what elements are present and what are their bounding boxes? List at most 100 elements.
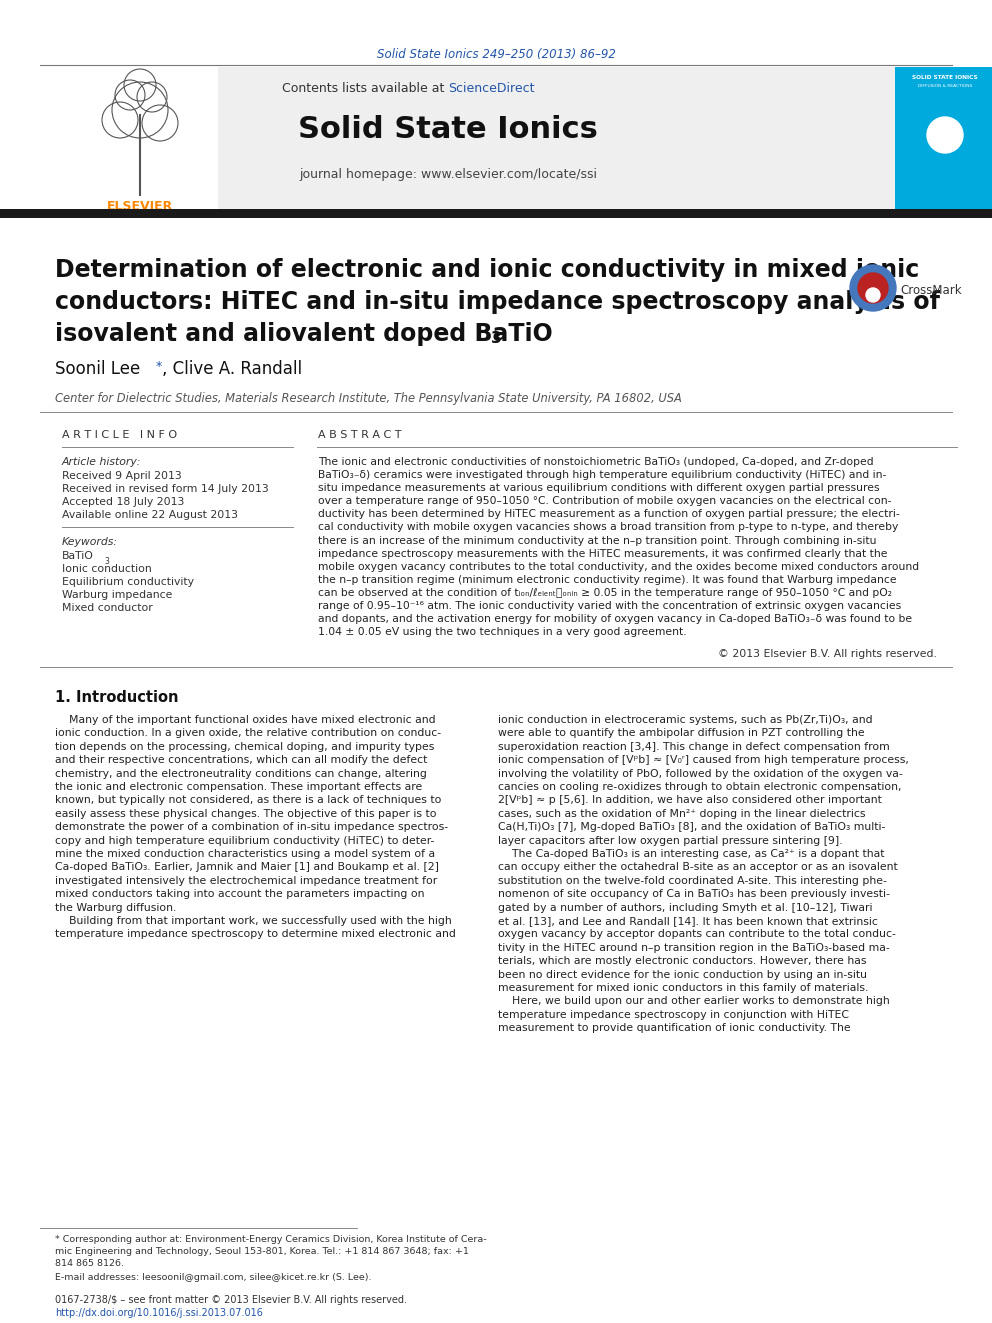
Text: Received in revised form 14 July 2013: Received in revised form 14 July 2013 <box>62 484 269 493</box>
Text: can be observed at the condition of tᵢₒₙ/ℓₑₗₑₙₜ⬳ₒₙᵢₙ ≥ 0.05 in the temperature r: can be observed at the condition of tᵢₒₙ… <box>318 587 892 598</box>
Text: Article history:: Article history: <box>62 456 142 467</box>
Text: demonstrate the power of a combination of in-situ impedance spectros-: demonstrate the power of a combination o… <box>55 822 448 832</box>
Text: oxygen vacancy by acceptor dopants can contribute to the total conduc-: oxygen vacancy by acceptor dopants can c… <box>498 929 896 939</box>
Text: Ca-doped BaTiO₃. Earlier, Jamnik and Maier [1] and Boukamp et al. [2]: Ca-doped BaTiO₃. Earlier, Jamnik and Mai… <box>55 863 439 872</box>
Text: known, but typically not considered, as there is a lack of techniques to: known, but typically not considered, as … <box>55 795 441 806</box>
Text: chemistry, and the electroneutrality conditions can change, altering: chemistry, and the electroneutrality con… <box>55 769 427 779</box>
Text: there is an increase of the minimum conductivity at the n–p transition point. Th: there is an increase of the minimum cond… <box>318 536 877 545</box>
Text: the n–p transition regime (minimum electronic conductivity regime). It was found: the n–p transition regime (minimum elect… <box>318 576 897 585</box>
Text: A B S T R A C T: A B S T R A C T <box>318 430 402 441</box>
FancyBboxPatch shape <box>895 67 992 210</box>
Text: mobile oxygen vacancy contributes to the total conductivity, and the oxides beco: mobile oxygen vacancy contributes to the… <box>318 562 920 572</box>
Text: measurement to provide quantification of ionic conductivity. The: measurement to provide quantification of… <box>498 1023 850 1033</box>
Text: mic Engineering and Technology, Seoul 153-801, Korea. Tel.: +1 814 867 3648; fax: mic Engineering and Technology, Seoul 15… <box>55 1248 469 1256</box>
Text: journal homepage: www.elsevier.com/locate/ssi: journal homepage: www.elsevier.com/locat… <box>299 168 597 181</box>
Text: Mixed conductor: Mixed conductor <box>62 603 153 613</box>
Text: over a temperature range of 950–1050 °C. Contribution of mobile oxygen vacancies: over a temperature range of 950–1050 °C.… <box>318 496 892 507</box>
Circle shape <box>927 116 963 153</box>
Text: gated by a number of authors, including Smyth et al. [10–12], Tiwari: gated by a number of authors, including … <box>498 902 873 913</box>
Text: the ionic and electronic compensation. These important effects are: the ionic and electronic compensation. T… <box>55 782 423 792</box>
Text: The ionic and electronic conductivities of nonstoichiometric BaTiO₃ (undoped, Ca: The ionic and electronic conductivities … <box>318 456 874 467</box>
Text: et al. [13], and Lee and Randall [14]. It has been known that extrinsic: et al. [13], and Lee and Randall [14]. I… <box>498 916 878 926</box>
FancyBboxPatch shape <box>0 209 992 218</box>
Text: ELSEVIER: ELSEVIER <box>107 200 174 213</box>
Text: superoxidation reaction [3,4]. This change in defect compensation from: superoxidation reaction [3,4]. This chan… <box>498 742 890 751</box>
Text: Keywords:: Keywords: <box>62 537 118 546</box>
Text: Determination of electronic and ionic conductivity in mixed ionic: Determination of electronic and ionic co… <box>55 258 920 282</box>
Text: the Warburg diffusion.: the Warburg diffusion. <box>55 902 177 913</box>
Text: 1. Introduction: 1. Introduction <box>55 691 179 705</box>
Text: http://dx.doi.org/10.1016/j.ssi.2013.07.016: http://dx.doi.org/10.1016/j.ssi.2013.07.… <box>55 1308 263 1318</box>
Text: Center for Dielectric Studies, Materials Research Institute, The Pennsylvania St: Center for Dielectric Studies, Materials… <box>55 392 682 405</box>
Text: *: * <box>152 360 163 373</box>
Text: BaTiO: BaTiO <box>62 550 94 561</box>
Text: 1.04 ± 0.05 eV using the two techniques in a very good agreement.: 1.04 ± 0.05 eV using the two techniques … <box>318 627 686 638</box>
Text: layer capacitors after low oxygen partial pressure sintering [9].: layer capacitors after low oxygen partia… <box>498 836 842 845</box>
Text: Contents lists available at: Contents lists available at <box>282 82 448 95</box>
Text: 2[Vᵖb] ≈ p [5,6]. In addition, we have also considered other important: 2[Vᵖb] ≈ p [5,6]. In addition, we have a… <box>498 795 882 806</box>
Text: Ionic conduction: Ionic conduction <box>62 564 152 574</box>
Text: Here, we build upon our and other earlier works to demonstrate high: Here, we build upon our and other earlie… <box>498 996 890 1007</box>
Text: can occupy either the octahedral B-site as an acceptor or as an isovalent: can occupy either the octahedral B-site … <box>498 863 898 872</box>
Text: tion depends on the processing, chemical doping, and impurity types: tion depends on the processing, chemical… <box>55 742 434 751</box>
Text: E-mail addresses: leesoonil@gmail.com, silee@kicet.re.kr (S. Lee).: E-mail addresses: leesoonil@gmail.com, s… <box>55 1273 371 1282</box>
Text: Warburg impedance: Warburg impedance <box>62 590 173 601</box>
Text: A R T I C L E   I N F O: A R T I C L E I N F O <box>62 430 178 441</box>
Text: cancies on cooling re-oxidizes through to obtain electronic compensation,: cancies on cooling re-oxidizes through t… <box>498 782 902 792</box>
Text: Received 9 April 2013: Received 9 April 2013 <box>62 471 182 482</box>
Text: Available online 22 August 2013: Available online 22 August 2013 <box>62 509 238 520</box>
Text: range of 0.95–10⁻¹⁶ atm. The ionic conductivity varied with the concentration of: range of 0.95–10⁻¹⁶ atm. The ionic condu… <box>318 601 902 611</box>
Text: were able to quantify the ambipolar diffusion in PZT controlling the: were able to quantify the ambipolar diff… <box>498 729 865 738</box>
Text: Building from that important work, we successfully used with the high: Building from that important work, we su… <box>55 916 451 926</box>
Text: and their respective concentrations, which can all modify the defect: and their respective concentrations, whi… <box>55 755 428 765</box>
Text: isovalent and aliovalent doped BaTiO: isovalent and aliovalent doped BaTiO <box>55 321 553 347</box>
Text: The Ca-doped BaTiO₃ is an interesting case, as Ca²⁺ is a dopant that: The Ca-doped BaTiO₃ is an interesting ca… <box>498 849 885 859</box>
Text: terials, which are mostly electronic conductors. However, there has: terials, which are mostly electronic con… <box>498 957 866 966</box>
Text: © 2013 Elsevier B.V. All rights reserved.: © 2013 Elsevier B.V. All rights reserved… <box>718 650 937 659</box>
Text: temperature impedance spectroscopy to determine mixed electronic and: temperature impedance spectroscopy to de… <box>55 929 456 939</box>
Text: tivity in the HiTEC around n–p transition region in the BaTiO₃-based ma-: tivity in the HiTEC around n–p transitio… <box>498 943 890 953</box>
Circle shape <box>866 288 880 302</box>
Text: situ impedance measurements at various equilibrium conditions with different oxy: situ impedance measurements at various e… <box>318 483 880 493</box>
Text: investigated intensively the electrochemical impedance treatment for: investigated intensively the electrochem… <box>55 876 437 886</box>
Text: copy and high temperature equilibrium conductivity (HiTEC) to deter-: copy and high temperature equilibrium co… <box>55 836 434 845</box>
Text: Accepted 18 July 2013: Accepted 18 July 2013 <box>62 497 185 507</box>
Text: Solid State Ionics 249–250 (2013) 86–92: Solid State Ionics 249–250 (2013) 86–92 <box>377 48 615 61</box>
Text: substitution on the twelve-fold coordinated A-site. This interesting phe-: substitution on the twelve-fold coordina… <box>498 876 887 886</box>
Text: nomenon of site occupancy of Ca in BaTiO₃ has been previously investi-: nomenon of site occupancy of Ca in BaTiO… <box>498 889 890 900</box>
Text: Many of the important functional oxides have mixed electronic and: Many of the important functional oxides … <box>55 714 435 725</box>
Text: ductivity has been determined by HiTEC measurement as a function of oxygen parti: ductivity has been determined by HiTEC m… <box>318 509 900 520</box>
Text: , Clive A. Randall: , Clive A. Randall <box>162 360 303 378</box>
Text: involving the volatility of PbO, followed by the oxidation of the oxygen va-: involving the volatility of PbO, followe… <box>498 769 903 779</box>
Text: mixed conductors taking into account the parameters impacting on: mixed conductors taking into account the… <box>55 889 425 900</box>
Text: * Corresponding author at: Environment-Energy Ceramics Division, Korea Institute: * Corresponding author at: Environment-E… <box>55 1234 487 1244</box>
Text: Ca(H,Ti)O₃ [7], Mg-doped BaTiO₃ [8], and the oxidation of BaTiO₃ multi-: Ca(H,Ti)O₃ [7], Mg-doped BaTiO₃ [8], and… <box>498 822 886 832</box>
Text: temperature impedance spectroscopy in conjunction with HiTEC: temperature impedance spectroscopy in co… <box>498 1009 849 1020</box>
Text: 3: 3 <box>104 557 109 566</box>
Text: and dopants, and the activation energy for mobility of oxygen vacancy in Ca-dope: and dopants, and the activation energy f… <box>318 614 912 624</box>
Text: cal conductivity with mobile oxygen vacancies shows a broad transition from p-ty: cal conductivity with mobile oxygen vaca… <box>318 523 899 532</box>
Text: 3: 3 <box>491 331 502 347</box>
Text: ionic compensation of [Vᵖb] ≈ [V₀ʳ] caused from high temperature process,: ionic compensation of [Vᵖb] ≈ [V₀ʳ] caus… <box>498 755 909 765</box>
Text: measurement for mixed ionic conductors in this family of materials.: measurement for mixed ionic conductors i… <box>498 983 868 994</box>
Text: 0167-2738/$ – see front matter © 2013 Elsevier B.V. All rights reserved.: 0167-2738/$ – see front matter © 2013 El… <box>55 1295 407 1304</box>
Text: impedance spectroscopy measurements with the HiTEC measurements, it was confirme: impedance spectroscopy measurements with… <box>318 549 888 558</box>
FancyBboxPatch shape <box>63 67 218 210</box>
Text: CrossMark: CrossMark <box>900 283 961 296</box>
Text: ionic conduction. In a given oxide, the relative contribution on conduc-: ionic conduction. In a given oxide, the … <box>55 729 441 738</box>
Text: Soonil Lee: Soonil Lee <box>55 360 140 378</box>
Text: Equilibrium conductivity: Equilibrium conductivity <box>62 577 194 587</box>
Text: BaTiO₃₋δ) ceramics were investigated through high temperature equilibrium conduc: BaTiO₃₋δ) ceramics were investigated thr… <box>318 470 887 480</box>
Text: Solid State Ionics: Solid State Ionics <box>298 115 598 144</box>
Circle shape <box>850 265 896 311</box>
FancyBboxPatch shape <box>63 67 895 210</box>
Text: ionic conduction in electroceramic systems, such as Pb(Zr,Ti)O₃, and: ionic conduction in electroceramic syste… <box>498 714 873 725</box>
Circle shape <box>858 273 888 303</box>
Text: DIFFUSION & REACTIONS: DIFFUSION & REACTIONS <box>918 83 972 89</box>
Text: easily assess these physical changes. The objective of this paper is to: easily assess these physical changes. Th… <box>55 808 436 819</box>
Text: conductors: HiTEC and in-situ impedance spectroscopy analysis of: conductors: HiTEC and in-situ impedance … <box>55 290 940 314</box>
Text: ScienceDirect: ScienceDirect <box>448 82 535 95</box>
Text: 814 865 8126.: 814 865 8126. <box>55 1259 124 1267</box>
Text: cases, such as the oxidation of Mn²⁺ doping in the linear dielectrics: cases, such as the oxidation of Mn²⁺ dop… <box>498 808 865 819</box>
Text: mine the mixed conduction characteristics using a model system of a: mine the mixed conduction characteristic… <box>55 849 435 859</box>
